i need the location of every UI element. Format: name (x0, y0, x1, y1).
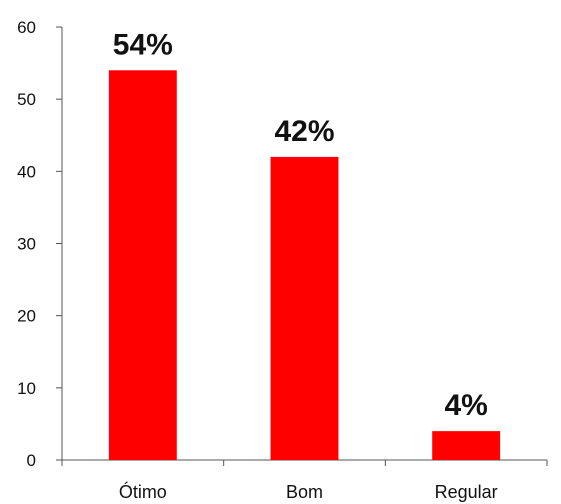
category-label-1: Bom (286, 482, 323, 502)
bar-1 (270, 156, 339, 460)
y-tick-label: 30 (17, 235, 36, 254)
y-tick-label: 50 (17, 90, 36, 109)
y-axis: 0 10 20 30 40 50 60 (17, 18, 63, 470)
data-label-1: 42% (274, 115, 334, 148)
y-tick-label: 40 (17, 162, 36, 181)
y-tick-label: 0 (27, 451, 36, 470)
y-tick-label: 20 (17, 307, 36, 326)
y-tick-label: 60 (17, 18, 36, 37)
data-label-2: 4% (444, 389, 487, 422)
bar-0 (108, 70, 177, 461)
y-tick-label: 10 (17, 379, 36, 398)
data-label-0: 54% (113, 28, 173, 61)
x-axis (61, 459, 548, 466)
data-labels: 54% 42% 4% (113, 28, 488, 422)
bars (108, 70, 501, 461)
category-label-2: Regular (435, 482, 498, 502)
category-labels: Ótimo Bom Regular (119, 481, 498, 502)
category-label-0: Ótimo (119, 481, 167, 502)
bar-2 (432, 431, 501, 460)
